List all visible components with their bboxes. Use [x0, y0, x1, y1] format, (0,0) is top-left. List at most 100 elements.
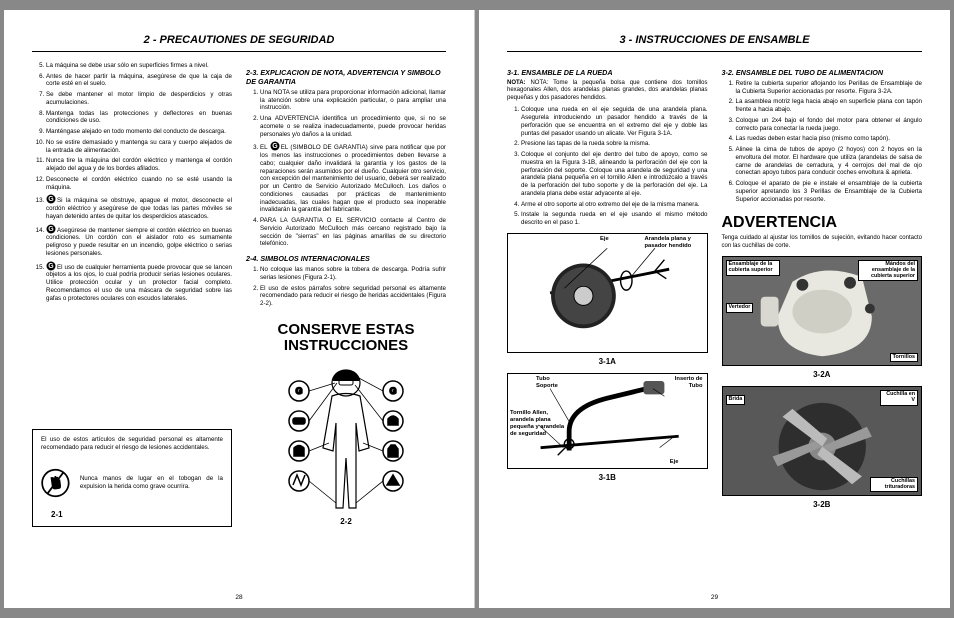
feed-tube-list: Retire la cubierta superior aflojando lo… — [722, 80, 923, 204]
symbols-item: No coloque las manos sobre la tobera de … — [260, 266, 446, 282]
feed-item: Retire la cubierta superior aflojando lo… — [736, 80, 923, 96]
figure-3-1a-label: 3-1A — [507, 357, 708, 367]
safety-item: Antes de hacer partir la máquina, asegúr… — [46, 73, 232, 89]
figure-2-2: G G — [246, 363, 446, 527]
warranty-icon: G — [46, 224, 56, 234]
figure-3-2a-box: Ensamblaje de la cubierta superior Mándo… — [722, 256, 923, 366]
assembly-item: Arme el otro soporte al otro extremo del… — [521, 201, 708, 209]
safety-list: La máquina se debe usar sólo en superfic… — [32, 62, 232, 306]
safety-item: Mantenga todas las protecciones y deflec… — [46, 110, 232, 126]
page29-col2: 3-2. ENSAMBLE DEL TUBO DE ALIMENTACION R… — [722, 62, 923, 511]
figure-2-2-label: 2-2 — [340, 517, 352, 527]
svg-text:G: G — [295, 386, 302, 396]
safety-person-icon: G G — [281, 363, 411, 513]
nota-text: NOTA: Tome la pequeña bolsa que contiene… — [507, 80, 708, 101]
conserve-heading: CONSERVE ESTAS INSTRUCCIONES — [246, 322, 446, 355]
symbols-item: El uso de estos párrafos sobre seguridad… — [260, 285, 446, 308]
figure-3-2b-label: 3-2B — [722, 500, 923, 510]
safety-item: GSi la máquina se obstruye, apague el mo… — [46, 194, 232, 220]
warranty-icon: G — [270, 141, 280, 151]
assembly-item: Coloque una rueda en el eje seguida de u… — [521, 106, 708, 137]
note-inner-row: Nunca manos de lugar en el tobogan de la… — [41, 460, 223, 506]
safety-item: Nunca tire la máquina del cordón eléctri… — [46, 157, 232, 173]
explanation-item: Una NOTA se utiliza para proporcionar in… — [260, 89, 446, 112]
assembly-item: Coloque el conjunto del eje dentro del t… — [521, 151, 708, 198]
label-vertedor: Vertedor — [726, 303, 754, 313]
subhead-2-4: 2-4. SIMBOLOS INTERNACIONALES — [246, 254, 446, 263]
safety-item: Desconecte el cordón eléctrico cuando no… — [46, 176, 232, 192]
explanation-item: PARA LA GARANTIA O EL SERVICIO contacte … — [260, 217, 446, 248]
section-2-header: 2 - PRECAUTIONES DE SEGURIDAD — [32, 34, 446, 52]
safety-item: GAsegúrese de mantener siempre el cordón… — [46, 224, 232, 258]
subhead-3-1: 3-1. ENSAMBLE DE LA RUEDA — [507, 68, 708, 77]
label-tornillo-allen: Tornillo Allen, arandela plana pequeña y… — [510, 410, 566, 439]
feed-item: Coloque el aparato de pie e instale el e… — [736, 180, 923, 203]
safety-item: GEl uso de cualquier herramienta puede p… — [46, 261, 232, 303]
figure-2-1-label: 2-1 — [51, 510, 223, 520]
page29-col1: 3-1. ENSAMBLE DE LA RUEDA NOTA: NOTA: To… — [507, 62, 708, 511]
assembly-item: Presione las tapas de la rueda sobre la … — [521, 140, 708, 148]
warranty-icon: G — [46, 261, 56, 271]
svg-text:G: G — [272, 143, 278, 150]
wheel-diagram-icon — [512, 238, 703, 348]
explanation-item: EL GEL (SIMBOLO DE GARANTIA) sirve para … — [260, 141, 446, 214]
page-28: 2 - PRECAUTIONES DE SEGURIDAD La máquina… — [4, 10, 475, 608]
figure-3-1b-label: 3-1B — [507, 473, 708, 483]
label-inserto: Inserto de Tubo — [671, 376, 703, 390]
feed-item: Las ruedas deben estar hacia piso (mismo… — [736, 135, 923, 143]
figure-3-1a-box: Eje Arandela plana y pasador hendido — [507, 233, 708, 353]
page28-columns: La máquina se debe usar sólo en superfic… — [32, 62, 446, 527]
figure-3-2a-label: 3-2A — [722, 370, 923, 380]
safety-item-text: El uso de cualquier herramienta puede pr… — [46, 264, 232, 302]
feed-item: Alinee la cima de tubos de apoyo (2 hoyo… — [736, 146, 923, 177]
conserve-line2: INSTRUCCIONES — [246, 338, 446, 355]
safety-item: No se estire demasiado y mantenga su car… — [46, 139, 232, 155]
advertencia-text: Tenga cuidado al ajustar los tornillos d… — [722, 235, 923, 250]
safety-item: Se debe mantener el motor limpio de desp… — [46, 91, 232, 107]
assembly-item: Instale la segunda rueda en el eje usand… — [521, 211, 708, 227]
page29-columns: 3-1. ENSAMBLE DE LA RUEDA NOTA: NOTA: To… — [507, 62, 922, 511]
safety-item: Manténgase alejado en todo momento del c… — [46, 128, 232, 136]
label-eje2: Eje — [670, 459, 679, 466]
safety-item: La máquina se debe usar sólo en superfic… — [46, 62, 232, 70]
note-text: El uso de estos artículos de seguridad p… — [41, 436, 223, 452]
wheel-assembly-list: Coloque una rueda en el eje seguida de u… — [507, 106, 708, 227]
note-hand-text: Nunca manos de lugar en el tobogan de la… — [80, 475, 223, 491]
label-arandela: Arandela plana y pasador hendido — [645, 236, 703, 250]
page-number-29: 29 — [711, 594, 718, 602]
svg-text:G: G — [48, 263, 54, 270]
explanation-item-text: EL (SIMBOLO DE GARANTIA) sirve para noti… — [260, 144, 446, 213]
svg-text:G: G — [48, 226, 54, 233]
feed-item: Coloque un 2x4 bajo el fondo del motor p… — [736, 117, 923, 133]
nota-3-1: NOTA: NOTA: Tome la pequeña bolsa que co… — [507, 80, 708, 103]
subhead-3-2: 3-2. ENSAMBLE DEL TUBO DE ALIMENTACION — [722, 68, 923, 77]
conserve-line1: CONSERVE ESTAS — [246, 322, 446, 339]
label-brida: Brida — [726, 395, 746, 405]
page-spread: 2 - PRECAUTIONES DE SEGURIDAD La máquina… — [4, 10, 950, 608]
symbols-list: No coloque las manos sobre la tobera de … — [246, 266, 446, 308]
label-mandos: Mándos del ensamblaje de la cubierta sup… — [858, 260, 918, 281]
page-29: 3 - INSTRUCCIONES DE ENSAMBLE 3-1. ENSAM… — [479, 10, 950, 608]
page-number-28: 28 — [235, 594, 242, 602]
warranty-icon: G — [46, 194, 56, 204]
safety-note-box: El uso de estos artículos de seguridad p… — [32, 429, 232, 527]
label-cuchilla-v: Cuchilla en V — [880, 390, 918, 405]
section-3-header: 3 - INSTRUCCIONES DE ENSAMBLE — [507, 34, 922, 52]
svg-text:G: G — [48, 196, 54, 203]
explanation-list: Una NOTA se utiliza para proporcionar in… — [246, 89, 446, 248]
label-eje: Eje — [600, 236, 609, 243]
feed-item: La asamblea motriz lega hacia abajo en s… — [736, 98, 923, 114]
advertencia-heading: ADVERTENCIA — [722, 213, 923, 233]
subhead-2-3: 2-3. EXPLICACION DE NOTA, ADVERTENCIA Y … — [246, 68, 446, 86]
safety-item-text: Si la máquina se obstruye, apague el mot… — [46, 197, 232, 220]
label-tornillos: Tornillos — [890, 353, 918, 363]
figure-3-1b-box: Tubo Soporte Inserto de Tubo Tornillo Al… — [507, 373, 708, 469]
no-hands-icon — [38, 458, 73, 508]
label-cuchillas: Cuchillas trituradoras — [870, 477, 918, 492]
figure-3-2b-box: Brida Cuchilla en V Cuchillas triturador… — [722, 386, 923, 496]
safety-item-text: Asegúrese de mantener siempre el cordón … — [46, 227, 232, 257]
explanation-item: Una ADVERTENCIA identifica un procedimie… — [260, 115, 446, 138]
svg-text:G: G — [389, 386, 396, 396]
page28-col2: 2-3. EXPLICACION DE NOTA, ADVERTENCIA Y … — [246, 62, 446, 527]
label-ensamblaje-sup: Ensamblaje de la cubierta superior — [726, 260, 780, 275]
